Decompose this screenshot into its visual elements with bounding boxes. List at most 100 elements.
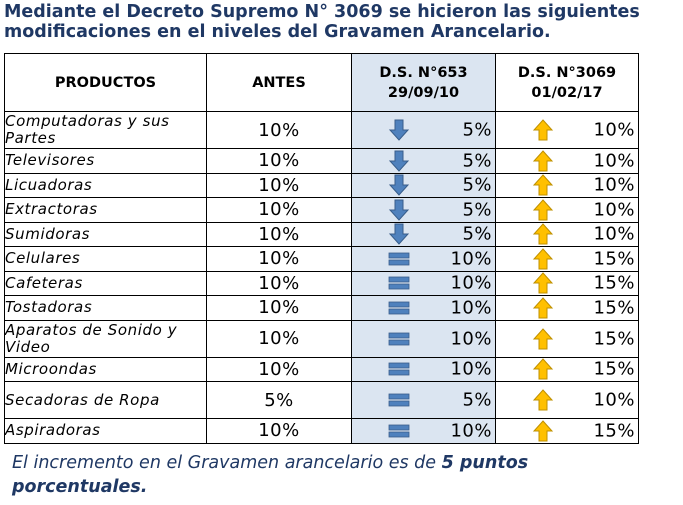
rate-ds3069: 10% — [495, 221, 639, 247]
rate-ds653-value: 5% — [462, 119, 492, 141]
arrow-up-icon — [532, 119, 554, 141]
product-name: Computadoras y sus Partes — [4, 111, 207, 149]
rate-ds3069: 15% — [495, 319, 639, 358]
header-ds3069-name: D.S. N°3069 — [517, 64, 617, 81]
rate-ds3069-value: 15% — [593, 328, 635, 349]
rate-ds653: 10% — [351, 246, 496, 272]
rate-ds3069-value: 15% — [593, 248, 635, 270]
arrow-down-icon — [388, 119, 410, 141]
table-row: Computadoras y sus Partes 10% 5% 10% — [4, 111, 639, 149]
table-row: Sumidoras 10% 5% 10% — [4, 221, 639, 247]
rate-ds3069-value: 15% — [593, 297, 635, 319]
rate-ds653-value: 10% — [450, 272, 492, 294]
arrow-down-icon — [388, 174, 410, 196]
product-name: Aspiradoras — [4, 418, 207, 444]
rate-ds653: 10% — [351, 418, 496, 444]
arrow-up-icon — [532, 150, 554, 172]
rate-before: 10% — [206, 221, 352, 247]
product-name: Microondas — [4, 356, 207, 382]
product-name: Extractoras — [4, 197, 207, 223]
rate-ds653: 5% — [351, 148, 496, 174]
rate-ds3069-value: 10% — [593, 174, 635, 196]
rate-before: 10% — [206, 197, 352, 223]
arrow-down-icon — [388, 150, 410, 172]
arrow-up-icon — [532, 223, 554, 245]
header-productos: PRODUCTOS — [4, 53, 207, 112]
rate-ds653: 10% — [351, 270, 496, 296]
rate-ds653-value: 10% — [450, 328, 492, 349]
rate-ds653: 5% — [351, 172, 496, 198]
rate-ds3069-value: 10% — [593, 199, 635, 221]
rate-ds653-value: 5% — [462, 174, 492, 196]
arrow-up-icon — [532, 420, 554, 442]
header-ds653-date: 29/09/10 — [387, 84, 460, 101]
rate-ds653-value: 10% — [450, 358, 492, 380]
arrow-up-icon — [532, 389, 554, 411]
arrow-up-icon — [532, 358, 554, 380]
tariff-table: PRODUCTOS ANTES D.S. N°653 29/09/10 D.S.… — [4, 53, 639, 444]
header-ds653-name: D.S. N°653 — [379, 64, 468, 81]
rate-ds653: 5% — [351, 381, 496, 419]
table-row: Celulares 10% 10% 15% — [4, 246, 639, 272]
product-name: Secadoras de Ropa — [4, 381, 207, 419]
rate-ds3069: 15% — [495, 356, 639, 382]
rate-ds653: 5% — [351, 197, 496, 223]
table-row: Aspiradoras 10% 10% 15% — [4, 418, 639, 444]
rate-before: 10% — [206, 356, 352, 382]
rate-ds3069: 15% — [495, 418, 639, 444]
equal-icon — [388, 332, 410, 345]
table-row: Aparatos de Sonido y Video 10% 10% 15% — [4, 319, 639, 358]
table-row: Tostadoras 10% 10% 15% — [4, 295, 639, 321]
rate-ds3069: 10% — [495, 197, 639, 223]
arrow-up-icon — [532, 327, 554, 349]
page-title: Mediante el Decreto Supremo N° 3069 se h… — [4, 2, 640, 42]
rate-before: 10% — [206, 295, 352, 321]
rate-ds3069: 15% — [495, 270, 639, 296]
rate-before: 5% — [206, 381, 352, 419]
rate-ds3069: 10% — [495, 381, 639, 419]
equal-icon — [388, 362, 410, 376]
rate-ds3069: 10% — [495, 148, 639, 174]
rate-ds3069-value: 10% — [593, 223, 635, 245]
rate-ds3069-value: 10% — [593, 119, 635, 141]
rate-ds3069-value: 10% — [593, 150, 635, 172]
rate-before: 10% — [206, 111, 352, 149]
table-row: Secadoras de Ropa 5% 5% 10% — [4, 381, 639, 419]
table-row: Extractoras 10% 5% 10% — [4, 197, 639, 223]
header-ds3069-date: 01/02/17 — [531, 84, 603, 101]
rate-ds653-value: 10% — [450, 420, 492, 442]
product-name: Licuadoras — [4, 172, 207, 198]
rate-ds653-value: 5% — [462, 389, 492, 411]
rate-ds3069-value: 15% — [593, 272, 635, 294]
rate-ds653: 10% — [351, 295, 496, 321]
equal-icon — [388, 301, 410, 315]
rate-ds653-value: 5% — [462, 199, 492, 221]
footnote-bold: 5 puntos porcentuales. — [12, 453, 529, 497]
rate-before: 10% — [206, 270, 352, 296]
product-name: Aparatos de Sonido y Video — [4, 319, 207, 358]
footnote-text: El incremento en el Gravamen arancelario… — [12, 453, 442, 473]
arrow-up-icon — [532, 174, 554, 196]
table-row: Cafeteras 10% 10% 15% — [4, 270, 639, 296]
arrow-down-icon — [388, 199, 410, 221]
rate-ds653: 10% — [351, 319, 496, 358]
table-row: Microondas 10% 10% 15% — [4, 356, 639, 382]
arrow-up-icon — [532, 199, 554, 221]
product-name: Televisores — [4, 148, 207, 174]
arrow-up-icon — [532, 248, 554, 270]
rate-before: 10% — [206, 418, 352, 444]
rate-ds3069: 10% — [495, 172, 639, 198]
equal-icon — [388, 252, 410, 266]
rate-before: 10% — [206, 246, 352, 272]
equal-icon — [388, 276, 410, 290]
footnote: El incremento en el Gravamen arancelario… — [12, 451, 652, 499]
arrow-up-icon — [532, 272, 554, 294]
rate-ds653-value: 10% — [450, 248, 492, 270]
rate-ds653: 5% — [351, 221, 496, 247]
rate-before: 10% — [206, 148, 352, 174]
rate-ds653: 10% — [351, 356, 496, 382]
rate-ds3069-value: 15% — [593, 358, 635, 380]
header-antes: ANTES — [206, 53, 352, 112]
rate-before: 10% — [206, 172, 352, 198]
rate-ds653-value: 5% — [462, 150, 492, 172]
